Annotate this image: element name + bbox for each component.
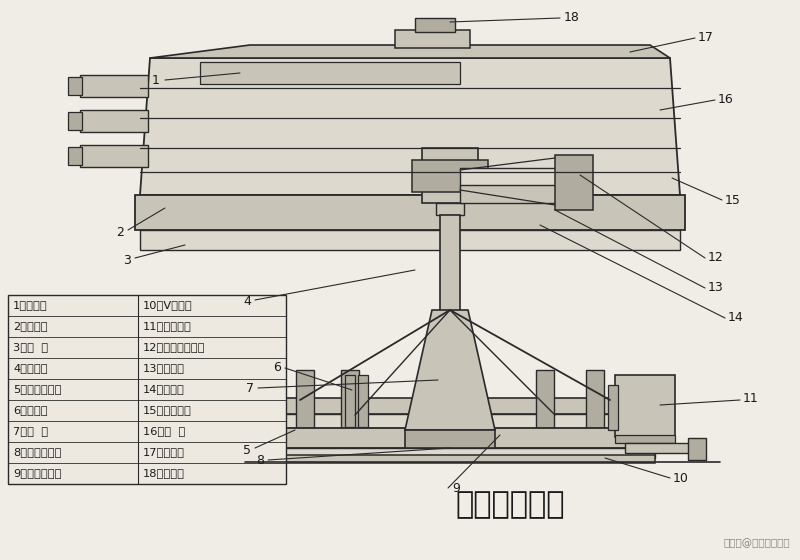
- Bar: [135, 195, 685, 230]
- Text: 18、注料口: 18、注料口: [143, 469, 185, 478]
- Text: 15: 15: [725, 194, 741, 207]
- Text: 15、中框锁具: 15、中框锁具: [143, 405, 192, 416]
- Bar: [536, 370, 554, 428]
- Text: 17: 17: [698, 30, 714, 44]
- Text: 3: 3: [123, 254, 131, 267]
- Text: 9: 9: [452, 483, 460, 496]
- Text: 搜狐号@和道联合机械: 搜狐号@和道联合机械: [723, 538, 790, 548]
- Bar: [345, 375, 355, 427]
- Bar: [255, 448, 655, 458]
- Bar: [615, 435, 675, 443]
- Bar: [415, 18, 455, 32]
- Text: 14、注油管: 14、注油管: [143, 385, 185, 394]
- Text: 6: 6: [273, 361, 281, 374]
- Text: 16: 16: [718, 92, 734, 105]
- Text: 9、主轴配重铁: 9、主轴配重铁: [13, 469, 62, 478]
- Text: 18: 18: [564, 11, 580, 24]
- Text: 11: 11: [743, 393, 758, 405]
- Text: 16、中  框: 16、中 框: [143, 427, 186, 436]
- Bar: [255, 428, 655, 448]
- Bar: [200, 62, 460, 84]
- Bar: [80, 110, 148, 132]
- Bar: [412, 160, 488, 192]
- Text: 1、观察口: 1、观察口: [13, 301, 48, 310]
- Text: 5: 5: [243, 444, 251, 456]
- Text: 2、出料口: 2、出料口: [13, 321, 48, 332]
- Bar: [586, 370, 604, 428]
- Text: 7: 7: [246, 382, 254, 395]
- Text: 10: 10: [673, 473, 689, 486]
- Bar: [8, 295, 286, 484]
- Text: 14: 14: [728, 310, 744, 324]
- Bar: [341, 370, 359, 428]
- Polygon shape: [405, 310, 495, 430]
- Bar: [80, 145, 148, 167]
- Bar: [80, 75, 148, 97]
- Bar: [422, 148, 478, 203]
- Text: 5、橡胶弹簧脚: 5、橡胶弹簧脚: [13, 385, 62, 394]
- Bar: [405, 430, 495, 448]
- Text: 4、从动轴: 4、从动轴: [13, 363, 48, 374]
- Bar: [140, 230, 680, 250]
- Polygon shape: [150, 45, 670, 58]
- Bar: [296, 370, 314, 428]
- Bar: [255, 455, 655, 463]
- Text: 1: 1: [152, 73, 160, 86]
- Text: 8、金字塔底座: 8、金字塔底座: [13, 447, 62, 458]
- Bar: [460, 168, 560, 190]
- Text: 11、驱动电机: 11、驱动电机: [143, 321, 192, 332]
- Text: 4: 4: [243, 295, 251, 307]
- Bar: [68, 77, 82, 95]
- Text: 12: 12: [708, 250, 724, 264]
- Text: 13: 13: [708, 281, 724, 293]
- Text: 17、防尘盖: 17、防尘盖: [143, 447, 185, 458]
- Text: 13、防护板: 13、防护板: [143, 363, 185, 374]
- Bar: [555, 155, 593, 210]
- Text: 2: 2: [116, 226, 124, 239]
- Text: 摇摆筛结构图: 摇摆筛结构图: [455, 491, 565, 520]
- Bar: [270, 398, 630, 414]
- Bar: [688, 438, 706, 460]
- Bar: [440, 215, 460, 405]
- Text: 6、注油管: 6、注油管: [13, 405, 48, 416]
- Bar: [68, 112, 82, 130]
- Bar: [358, 375, 368, 427]
- Text: 10、V型皮带: 10、V型皮带: [143, 301, 193, 310]
- Text: 8: 8: [256, 455, 264, 468]
- Text: 3、底  框: 3、底 框: [13, 343, 48, 352]
- Bar: [625, 443, 700, 453]
- Text: 12、从动轴配重铁: 12、从动轴配重铁: [143, 343, 206, 352]
- Bar: [285, 414, 615, 428]
- Text: 7、主  轴: 7、主 轴: [13, 427, 48, 436]
- Bar: [615, 375, 675, 437]
- Bar: [436, 203, 464, 215]
- Bar: [395, 30, 470, 48]
- Bar: [460, 185, 560, 203]
- Bar: [68, 147, 82, 165]
- Polygon shape: [140, 58, 680, 195]
- Bar: [608, 385, 618, 430]
